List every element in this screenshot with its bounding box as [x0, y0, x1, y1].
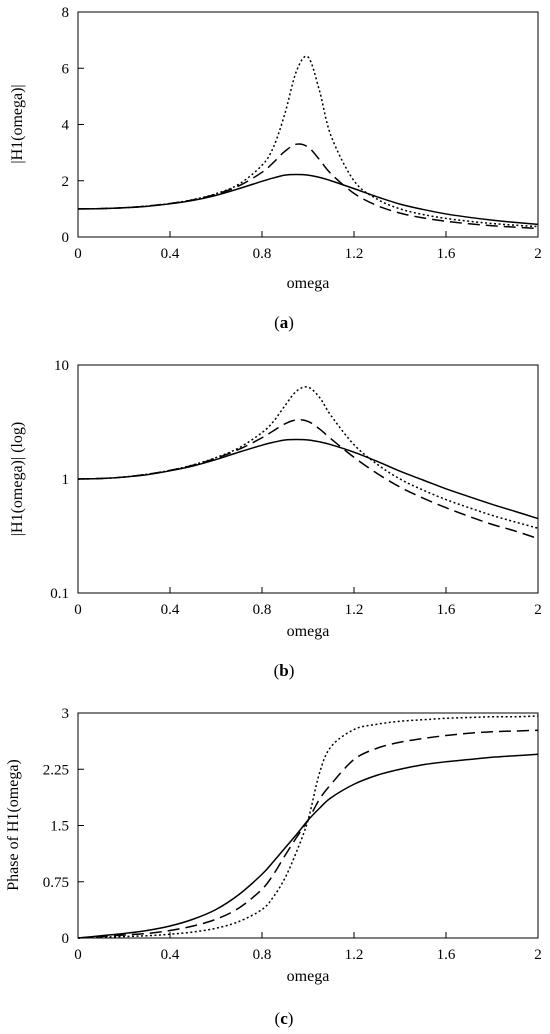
series-layer-b: [77, 386, 539, 540]
y-tick-label-b: 0.1: [50, 586, 69, 602]
plot-area-a: [77, 11, 539, 238]
y-tick-label-b: 1: [62, 472, 70, 488]
x-tick-label-a: 1.6: [437, 246, 456, 262]
chart-panel-a: 0 0.4 0.8 1.2 1.6 2 0 2 4 6 8 omega |H1(omega)| (a…: [9, 5, 542, 332]
series-line-solid-b: [77, 438, 539, 520]
x-tick-label-b: 0.4: [161, 602, 180, 618]
y-axis-label-c: Phase of H1(omega): [5, 759, 22, 891]
plot-area-b: [77, 364, 539, 594]
panel-label-a: (a): [274, 313, 294, 332]
x-tick-label-c: 0: [74, 947, 82, 963]
x-axis-label-a: omega: [287, 275, 330, 292]
plot-area-c: [77, 712, 539, 939]
y-tick-label-c: 1.5: [50, 819, 69, 835]
x-axis-label-c: omega: [287, 968, 330, 985]
x-axis-label-b: omega: [287, 623, 330, 640]
panel-label-c: (c): [275, 1009, 294, 1028]
x-tick-label-c: 1.2: [345, 947, 364, 963]
series-line-dashed-b: [77, 418, 539, 540]
panel-letter-b: b: [279, 661, 288, 680]
y-tick-label-c: 3: [62, 706, 70, 722]
y-tick-label-c: 0.75: [43, 875, 69, 891]
chart-panel-c: 0 0.4 0.8 1.2 1.6 2 0 0.75 1.5 2.25 3 omega Phase …: [5, 706, 542, 1028]
y-axis-label-b: |H1(omega)| (log): [9, 422, 26, 536]
series-line-dotted-a: [77, 55, 539, 228]
series-line-dotted-b: [77, 386, 539, 529]
series-line-solid-c: [77, 753, 539, 939]
panel-letter-a: a: [280, 313, 289, 332]
y-tick-label-a: 6: [62, 61, 70, 77]
x-tick-label-b: 1.2: [345, 602, 364, 618]
x-tick-label-b: 2: [534, 602, 542, 618]
x-tick-label-c: 1.6: [437, 947, 456, 963]
y-tick-label-c: 2.25: [43, 762, 69, 778]
x-tick-label-c: 0.8: [253, 947, 272, 963]
y-axis-label-a: |H1(omega)|: [9, 84, 26, 163]
series-layer-a: [77, 55, 539, 230]
x-tick-label-b: 1.6: [437, 602, 456, 618]
series-line-dashed-a: [77, 143, 539, 230]
series-line-dotted-c: [77, 715, 539, 939]
panel-label-b: (b): [274, 661, 295, 680]
y-tick-label-a: 0: [62, 230, 70, 246]
x-tick-label-a: 0: [74, 246, 82, 262]
ticks-layer-c: 0 0.4 0.8 1.2 1.6 2 0 0.75 1.5 2.25 3: [43, 706, 542, 963]
y-tick-label-a: 8: [62, 5, 70, 21]
x-tick-label-b: 0.8: [253, 602, 272, 618]
x-tick-label-b: 0: [74, 602, 82, 618]
y-tick-label-b: 10: [54, 358, 69, 374]
y-tick-label-a: 4: [62, 118, 70, 134]
ticks-layer-b: 0 0.4 0.8 1.2 1.6 2 0.1 1 10: [50, 358, 542, 618]
chart-panel-b: 0 0.4 0.8 1.2 1.6 2 0.1 1 10 omega |H1(omega)| (…: [9, 358, 542, 680]
x-tick-label-a: 1.2: [345, 246, 364, 262]
panel-letter-c: c: [280, 1009, 288, 1028]
series-line-dashed-c: [77, 729, 539, 939]
x-tick-label-a: 0.8: [253, 246, 272, 262]
series-line-solid-a: [77, 173, 539, 226]
ticks-layer-a: 0 0.4 0.8 1.2 1.6 2 0 2 4 6 8: [62, 5, 542, 262]
x-tick-label-c: 2: [534, 947, 542, 963]
x-tick-label-c: 0.4: [161, 947, 180, 963]
series-layer-c: [77, 715, 539, 939]
x-tick-label-a: 0.4: [161, 246, 180, 262]
y-tick-label-a: 2: [62, 174, 70, 190]
x-tick-label-a: 2: [534, 246, 542, 262]
y-tick-label-c: 0: [62, 931, 70, 947]
